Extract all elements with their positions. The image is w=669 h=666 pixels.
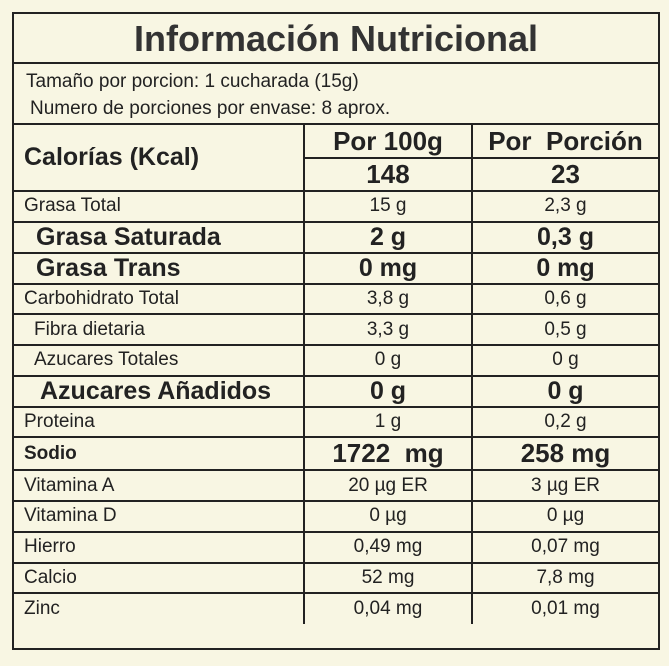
- nutrient-row: Grasa Saturada 2 g 0,3 g: [14, 220, 658, 254]
- nutrient-row: Sodio 1722 mg 258 mg: [14, 436, 658, 472]
- nutrient-name: Proteina: [14, 405, 305, 439]
- nutrient-name: Sodio: [14, 436, 305, 472]
- nutrient-name: Grasa Saturada: [14, 220, 305, 254]
- nutrient-amount: 0,04 mg: [303, 592, 473, 624]
- nutrient-name: Zinc: [14, 592, 305, 624]
- column-header: Por 100g: [303, 125, 473, 159]
- nutrient-name: Fibra dietaria: [14, 313, 305, 347]
- nutrient-amount: 0,07 mg: [471, 530, 658, 564]
- column-header: Por Porción: [471, 125, 658, 159]
- calories-label: Calorías (Kcal): [14, 125, 305, 192]
- nutrient-name: Carbohidrato Total: [14, 282, 305, 316]
- nutrient-amount: 0,49 mg: [303, 530, 473, 564]
- nutrient-row: Carbohidrato Total 3,8 g 0,6 g: [14, 282, 658, 316]
- nutrient-amount: 0 g: [471, 374, 658, 408]
- nutrient-row: Vitamina A 20 µg ER 3 µg ER: [14, 469, 658, 503]
- serving-info: Tamaño por porcion: 1 cucharada (15g) Nu…: [14, 64, 658, 125]
- nutrient-amount: 1722 mg: [303, 436, 473, 472]
- nutrient-row: Hierro 0,49 mg 0,07 mg: [14, 530, 658, 564]
- calories-value: 148: [304, 158, 473, 191]
- servings-per-container: Numero de porciones por envase: 8 aprox.: [30, 98, 391, 119]
- nutrient-row: Zinc 0,04 mg 0,01 mg: [14, 592, 658, 624]
- nutrient-amount: 0,01 mg: [471, 592, 658, 624]
- nutrient-amount: 0,5 g: [471, 313, 658, 347]
- nutrition-label: Información Nutricional Tamaño por porci…: [12, 12, 660, 650]
- nutrient-amount: 0,6 g: [471, 282, 658, 316]
- nutrient-row: Fibra dietaria 3,3 g 0,5 g: [14, 313, 658, 347]
- calories-value: 23: [471, 158, 658, 191]
- nutrient-amount: 2,3 g: [471, 190, 658, 223]
- nutrient-name: Vitamina A: [14, 469, 305, 503]
- nutrient-row: Calcio 52 mg 7,8 mg: [14, 561, 658, 595]
- nutrient-amount: 0 µg: [471, 500, 658, 533]
- nutrient-name: Grasa Trans: [14, 251, 305, 285]
- nutrient-name: Azucares Totales: [14, 344, 305, 377]
- nutrient-amount: 2 g: [303, 220, 473, 254]
- nutrient-amount: 7,8 mg: [471, 561, 658, 595]
- nutrient-name: Vitamina D: [14, 500, 305, 533]
- nutrition-table: Calorías (Kcal) Por 100g Por Porción 148…: [14, 125, 658, 624]
- nutrient-amount: 1 g: [303, 405, 473, 439]
- nutrient-amount: 0,3 g: [471, 220, 658, 254]
- nutrient-amount: 52 mg: [303, 561, 473, 595]
- nutrient-amount: 0,2 g: [471, 405, 658, 439]
- nutrient-amount: 0 mg: [303, 251, 473, 285]
- nutrient-amount: 3,3 g: [303, 313, 473, 347]
- nutrient-amount: 0 g: [303, 344, 473, 377]
- nutrient-amount: 258 mg: [471, 436, 658, 472]
- serving-size: Tamaño por porcion: 1 cucharada (15g): [26, 71, 359, 92]
- nutrient-amount: 15 g: [303, 190, 473, 223]
- nutrient-amount: 0 g: [303, 374, 473, 408]
- nutrient-name: Hierro: [14, 530, 305, 564]
- nutrient-amount: 0 µg: [303, 500, 473, 533]
- nutrient-name: Azucares Añadidos: [14, 374, 305, 408]
- nutrient-amount: 20 µg ER: [303, 469, 473, 503]
- nutrient-row: Grasa Trans 0 mg 0 mg: [14, 251, 658, 285]
- nutrient-row: Proteina 1 g 0,2 g: [14, 405, 658, 439]
- title: Información Nutricional: [14, 14, 658, 64]
- nutrient-amount: 3 µg ER: [471, 469, 658, 503]
- nutrient-name: Calcio: [14, 561, 305, 595]
- nutrient-amount: 0 mg: [471, 251, 658, 285]
- nutrient-amount: 0 g: [471, 344, 658, 377]
- nutrient-amount: 3,8 g: [303, 282, 473, 316]
- nutrient-name: Grasa Total: [14, 190, 305, 223]
- nutrient-row: Grasa Total 15 g 2,3 g: [14, 190, 658, 223]
